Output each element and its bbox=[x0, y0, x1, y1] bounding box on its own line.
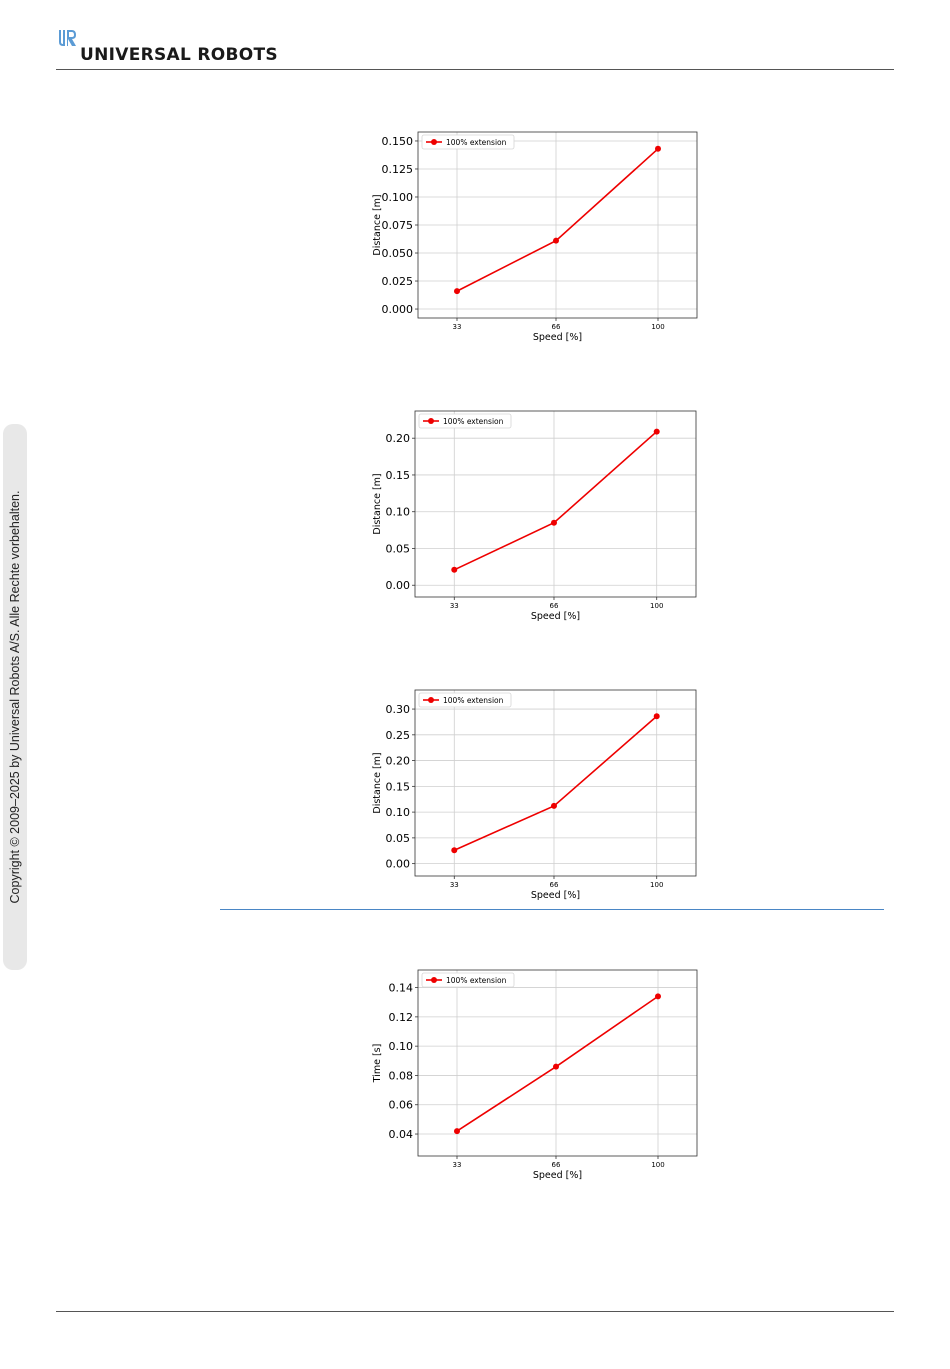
x-tick-label: 100 bbox=[650, 602, 663, 610]
legend-box bbox=[421, 134, 515, 150]
legend: 100% extension bbox=[418, 692, 512, 708]
series-line bbox=[453, 715, 658, 851]
y-tick-label: 0.06 bbox=[389, 1099, 414, 1112]
legend-label: 100% extension bbox=[446, 138, 507, 147]
plot-frame bbox=[414, 410, 697, 598]
y-tick-label: 0.000 bbox=[382, 303, 414, 316]
chart-3: 0.00 0.05 0.10 0.15 0.20 0.25 0.30 33 66 100 Speed… bbox=[360, 683, 720, 908]
legend-marker bbox=[431, 977, 437, 983]
data-point bbox=[655, 993, 661, 1000]
x-tick-label: 100 bbox=[651, 323, 664, 331]
y-tick-label: 0.00 bbox=[386, 858, 411, 871]
legend-box bbox=[421, 972, 515, 988]
y-tick-label: 0.14 bbox=[389, 982, 414, 995]
y-tick-label: 0.025 bbox=[382, 275, 414, 288]
chart-1-svg: 0.000 0.025 0.050 0.075 0.100 0.125 0.150 33 66 1… bbox=[372, 131, 698, 343]
x-axis-label: Speed [%] bbox=[531, 611, 580, 622]
data-point bbox=[550, 802, 557, 809]
brand-name: UNIVERSAL ROBOTS bbox=[80, 45, 278, 65]
x-tick-label: 33 bbox=[450, 881, 459, 889]
y-axis-label: Distance [m] bbox=[372, 473, 383, 534]
ur-logo-icon bbox=[59, 30, 76, 46]
y-tick-label: 0.10 bbox=[389, 1040, 414, 1053]
y-tick-label: 0.15 bbox=[386, 780, 411, 793]
x-tick-label: 100 bbox=[650, 881, 663, 889]
y-tick-label: 0.10 bbox=[386, 806, 411, 819]
legend-box bbox=[418, 692, 512, 708]
y-tick-label: 0.25 bbox=[386, 729, 411, 742]
y-tick-label: 0.100 bbox=[382, 191, 414, 204]
y-tick-label: 0.20 bbox=[386, 755, 411, 768]
footer-divider bbox=[56, 1311, 894, 1312]
y-tick-label: 0.08 bbox=[389, 1069, 414, 1082]
series-line bbox=[456, 148, 659, 292]
data-point bbox=[454, 288, 460, 295]
y-tick-label: 0.150 bbox=[382, 135, 414, 148]
legend: 100% extension bbox=[421, 972, 515, 988]
y-tick-label: 0.15 bbox=[386, 469, 411, 482]
plot-frame bbox=[417, 969, 698, 1157]
brand-logo: UNIVERSAL ROBOTS bbox=[57, 28, 317, 68]
y-axis-label: Time [s] bbox=[372, 1044, 383, 1084]
y-tick-label: 0.05 bbox=[386, 542, 411, 555]
y-tick-label: 0.20 bbox=[386, 432, 411, 445]
chart-3-svg: 0.00 0.05 0.10 0.15 0.20 0.25 0.30 33 66 100 Speed… bbox=[372, 689, 697, 901]
y-tick-label: 0.00 bbox=[386, 579, 411, 592]
x-axis-label: Speed [%] bbox=[533, 332, 582, 343]
header-divider bbox=[56, 69, 894, 70]
x-tick-label: 66 bbox=[552, 1161, 561, 1169]
chart-2-svg: 0.00 0.05 0.10 0.15 0.20 33 66 100 Speed [%] Dist… bbox=[372, 410, 697, 622]
y-tick-label: 0.075 bbox=[382, 219, 414, 232]
y-axis-label: Distance [m] bbox=[372, 194, 383, 255]
data-point bbox=[653, 713, 660, 720]
data-point bbox=[553, 1063, 559, 1070]
x-axis-label: Speed [%] bbox=[531, 890, 580, 901]
x-axis-label: Speed [%] bbox=[533, 1170, 582, 1181]
legend: 100% extension bbox=[418, 413, 512, 429]
chart-1: 0.000 0.025 0.050 0.075 0.100 0.125 0.150 33 66 1… bbox=[360, 125, 720, 350]
chart-2: 0.00 0.05 0.10 0.15 0.20 33 66 100 Speed [%] Dist… bbox=[360, 404, 720, 629]
y-tick-label: 0.050 bbox=[382, 247, 414, 260]
copyright-text: Copyright © 2009–2025 by Universal Robot… bbox=[8, 490, 22, 904]
legend: 100% extension bbox=[421, 134, 515, 150]
chart-4-svg: 0.04 0.06 0.08 0.10 0.12 0.14 33 66 100 Speed [%]… bbox=[372, 969, 698, 1181]
data-point bbox=[653, 428, 660, 435]
copyright-sidebar bbox=[3, 424, 27, 970]
legend-label: 100% extension bbox=[446, 976, 507, 985]
legend-label: 100% extension bbox=[443, 696, 504, 705]
x-tick-label: 100 bbox=[651, 1161, 664, 1169]
x-tick-label: 33 bbox=[453, 323, 462, 331]
data-point bbox=[451, 566, 458, 573]
chart-4: 0.04 0.06 0.08 0.10 0.12 0.14 33 66 100 Speed [%]… bbox=[360, 963, 720, 1188]
legend-marker bbox=[431, 139, 437, 145]
x-tick-label: 66 bbox=[550, 602, 559, 610]
data-point bbox=[451, 847, 458, 854]
x-tick-label: 33 bbox=[450, 602, 459, 610]
y-tick-label: 0.05 bbox=[386, 832, 411, 845]
data-point bbox=[550, 519, 557, 526]
data-point bbox=[655, 145, 661, 152]
data-point bbox=[553, 237, 559, 244]
plot-frame bbox=[414, 689, 697, 877]
x-tick-label: 66 bbox=[550, 881, 559, 889]
y-tick-label: 0.04 bbox=[389, 1128, 414, 1141]
y-tick-label: 0.10 bbox=[386, 506, 411, 519]
legend-box bbox=[418, 413, 512, 429]
legend-marker bbox=[428, 697, 434, 703]
y-tick-label: 0.125 bbox=[382, 163, 414, 176]
x-tick-label: 66 bbox=[552, 323, 561, 331]
y-axis-label: Distance [m] bbox=[372, 752, 383, 813]
section-divider bbox=[220, 909, 884, 910]
data-point bbox=[454, 1128, 460, 1135]
series-line bbox=[453, 430, 658, 571]
y-tick-label: 0.30 bbox=[386, 703, 411, 716]
legend-label: 100% extension bbox=[443, 417, 504, 426]
y-tick-label: 0.12 bbox=[389, 1011, 414, 1024]
legend-marker bbox=[428, 418, 434, 424]
x-tick-label: 33 bbox=[453, 1161, 462, 1169]
